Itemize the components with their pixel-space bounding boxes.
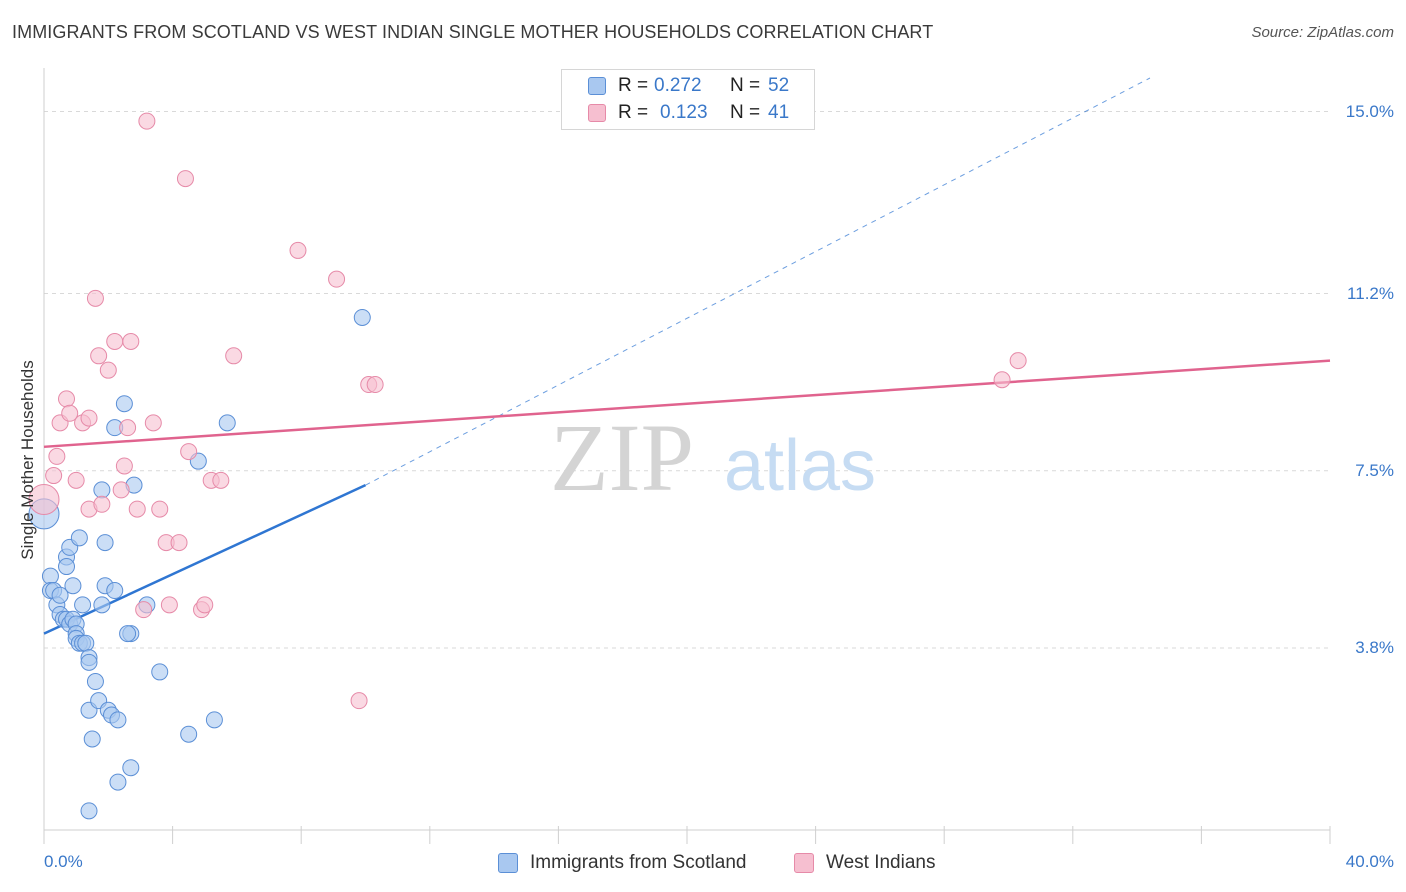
point-westindian — [1009, 352, 1027, 370]
x-tick-max: 40.0% — [1345, 852, 1394, 871]
legend-label-westindian: West Indians — [826, 852, 936, 873]
point-westindian — [180, 443, 198, 461]
point-scotland — [74, 596, 92, 614]
point-scotland — [93, 596, 111, 614]
legend-r-value: 0.123 — [660, 102, 708, 123]
point-scotland — [77, 634, 95, 652]
legend-r-value: 0.272 — [654, 75, 702, 96]
point-westindian — [151, 500, 169, 518]
point-westindian — [176, 170, 194, 188]
point-westindian — [115, 457, 133, 475]
point-westindian — [99, 361, 117, 379]
x-tick-min: 0.0% — [44, 852, 83, 871]
legend-n-label: N = — [730, 102, 761, 123]
point-scotland — [109, 773, 127, 791]
point-westindian — [350, 692, 368, 710]
point-scotland — [83, 730, 101, 748]
point-westindian — [212, 471, 230, 489]
y-tick-label: 3.8% — [1355, 637, 1394, 657]
point-westindian — [28, 484, 60, 516]
watermark-zip: ZIP — [550, 404, 694, 511]
point-westindian — [144, 414, 162, 432]
point-scotland — [122, 759, 140, 777]
point-westindian — [170, 534, 188, 552]
point-scotland — [353, 308, 371, 326]
y-axis-label: Single Mother Households — [18, 360, 37, 560]
legend-label-scotland: Immigrants from Scotland — [530, 852, 747, 873]
data-points — [28, 112, 1027, 820]
point-scotland — [205, 711, 223, 729]
watermark-atlas: atlas — [724, 426, 876, 506]
point-westindian — [45, 467, 63, 485]
source-label: Source: ZipAtlas.com — [1251, 24, 1394, 41]
legend-n-label: N = — [730, 75, 761, 96]
legend-n-value: 41 — [768, 102, 790, 123]
correlation-legend: R = 0.272 N = 52 R = 0.123 N = 41 — [561, 69, 815, 130]
point-westindian — [58, 390, 76, 408]
point-scotland — [80, 653, 98, 671]
y-tick-label: 11.2% — [1347, 283, 1394, 303]
point-westindian — [48, 447, 66, 465]
point-scotland — [64, 577, 82, 595]
point-westindian — [196, 596, 214, 614]
y-tick-label: 15.0% — [1345, 101, 1394, 121]
point-westindian — [67, 471, 85, 489]
legend-r-label: R = — [618, 102, 649, 123]
axes — [43, 68, 1331, 844]
point-westindian — [135, 601, 153, 619]
legend-n-value: 52 — [768, 75, 790, 96]
point-westindian — [993, 371, 1011, 389]
point-westindian — [128, 500, 146, 518]
point-westindian — [122, 332, 140, 350]
point-scotland — [70, 529, 88, 547]
chart-title: IMMIGRANTS FROM SCOTLAND VS WEST INDIAN … — [12, 22, 934, 42]
point-westindian — [106, 332, 124, 350]
legend-swatch-pink — [794, 853, 814, 873]
point-westindian — [112, 481, 130, 499]
legend-swatch-blue — [588, 77, 606, 95]
point-scotland — [218, 414, 236, 432]
trend-line-westindian — [43, 359, 1331, 449]
point-westindian — [80, 409, 98, 427]
watermark: ZIP atlas — [550, 404, 876, 511]
legend-swatch-blue — [498, 853, 518, 873]
point-scotland — [115, 395, 133, 413]
point-westindian — [289, 241, 307, 259]
point-westindian — [366, 376, 384, 394]
point-scotland — [180, 725, 198, 743]
point-westindian — [86, 289, 104, 307]
point-westindian — [328, 270, 346, 288]
point-scotland — [51, 586, 69, 604]
point-scotland — [86, 673, 104, 691]
trend-line-scotland-extension — [365, 77, 1151, 486]
point-scotland — [96, 534, 114, 552]
point-westindian — [61, 404, 79, 422]
point-scotland — [119, 625, 137, 643]
point-westindian — [225, 347, 243, 365]
point-scotland — [80, 802, 98, 820]
point-westindian — [93, 495, 111, 513]
point-westindian — [90, 347, 108, 365]
point-scotland — [109, 711, 127, 729]
legend-r-label: R = — [618, 75, 649, 96]
gridlines — [44, 111, 1330, 649]
point-scotland — [58, 558, 76, 576]
legend-swatch-pink — [588, 104, 606, 122]
point-westindian — [119, 419, 137, 437]
point-scotland — [106, 582, 124, 600]
point-westindian — [160, 596, 178, 614]
point-westindian — [138, 112, 156, 130]
point-scotland — [151, 663, 169, 681]
y-tick-label: 7.5% — [1355, 460, 1394, 480]
point-scotland — [41, 567, 59, 585]
point-scotland — [93, 481, 111, 499]
